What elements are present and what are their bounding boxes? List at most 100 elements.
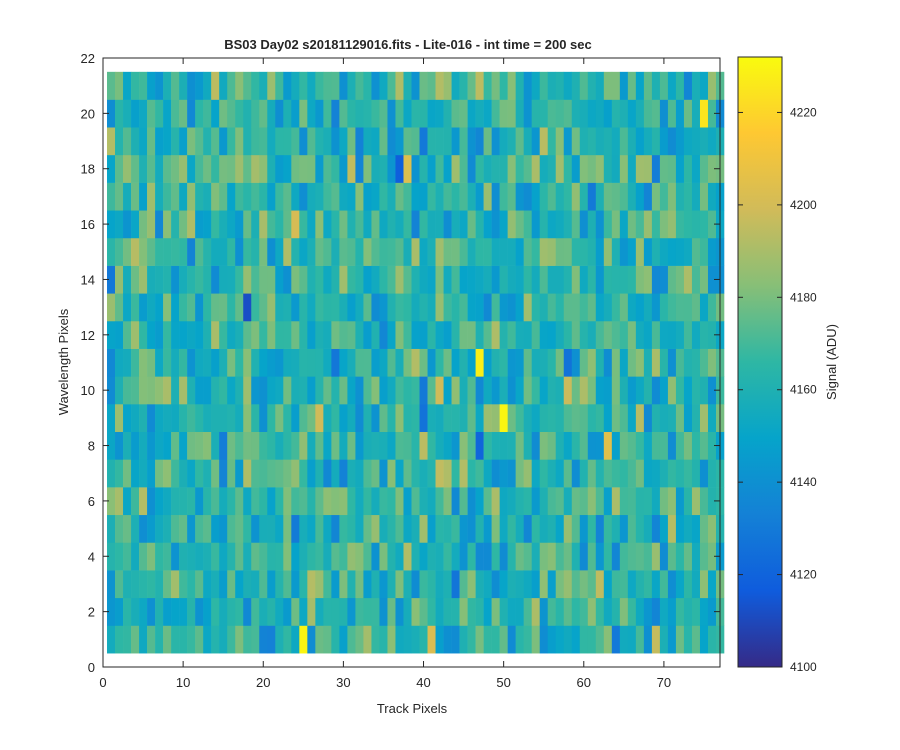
- heatmap-cell: [579, 570, 589, 599]
- heatmap-cell: [283, 320, 292, 349]
- heatmap-cell: [227, 376, 236, 405]
- heatmap-cell: [531, 293, 540, 322]
- heatmap-cell: [251, 487, 260, 516]
- heatmap-cell: [643, 570, 653, 599]
- heatmap-cell: [299, 597, 308, 626]
- heatmap-cell: [211, 320, 220, 349]
- heatmap-cell: [195, 348, 204, 377]
- heatmap-cell: [275, 376, 284, 405]
- heatmap-cell: [195, 265, 204, 294]
- colorbar-tick-label: 4120: [790, 568, 817, 582]
- heatmap-cell: [171, 237, 180, 266]
- heatmap-cell: [403, 431, 412, 460]
- heatmap-cell: [467, 99, 476, 128]
- heatmap-cell: [379, 570, 388, 599]
- heatmap-cell: [171, 376, 180, 405]
- heatmap-cell: [659, 514, 669, 543]
- heatmap-cell: [483, 265, 492, 294]
- heatmap-cell: [187, 237, 196, 266]
- heatmap-cell: [363, 320, 372, 349]
- heatmap-cell: [443, 71, 452, 100]
- heatmap-cell: [291, 625, 300, 654]
- heatmap-cell: [475, 376, 484, 405]
- heatmap-cell: [451, 625, 460, 654]
- heatmap-cell: [147, 570, 156, 599]
- heatmap-cell: [379, 320, 388, 349]
- heatmap-cell: [347, 431, 356, 460]
- heatmap-cell: [435, 625, 444, 654]
- heatmap-cell: [483, 431, 492, 460]
- heatmap-cell: [659, 320, 669, 349]
- heatmap-cell: [171, 404, 180, 432]
- heatmap-cell: [203, 154, 212, 183]
- heatmap-cell: [699, 182, 709, 211]
- heatmap-cell: [443, 210, 452, 239]
- heatmap-cell: [539, 459, 549, 488]
- heatmap-cell: [651, 99, 661, 128]
- heatmap-cell: [283, 127, 292, 156]
- heatmap-cell: [147, 625, 156, 654]
- heatmap-cell: [227, 293, 236, 322]
- heatmap-cell: [195, 404, 204, 432]
- heatmap-cell: [699, 71, 709, 100]
- heatmap-cell: [371, 99, 380, 128]
- heatmap-cell: [251, 265, 260, 294]
- heatmap-cell: [411, 182, 420, 211]
- heatmap-cell: [379, 182, 388, 211]
- heatmap-cell: [147, 348, 156, 377]
- heatmap-cell: [571, 348, 581, 377]
- heatmap-cell: [403, 625, 412, 654]
- heatmap-cell: [291, 182, 300, 211]
- heatmap-cell: [539, 570, 549, 599]
- heatmap-cell: [355, 348, 364, 377]
- heatmap-cell: [451, 376, 460, 405]
- heatmap-cell: [203, 487, 212, 516]
- heatmap-cell: [395, 99, 404, 128]
- heatmap-cell: [211, 265, 220, 294]
- heatmap-cell: [131, 542, 140, 571]
- heatmap-cell: [411, 487, 420, 516]
- heatmap-cell: [595, 293, 605, 322]
- heatmap-cell: [691, 431, 701, 460]
- heatmap-cell: [115, 376, 124, 405]
- heatmap-cell: [179, 376, 188, 405]
- heatmap-cell: [155, 182, 164, 211]
- heatmap-cell: [275, 348, 284, 377]
- heatmap-cell: [451, 265, 460, 294]
- heatmap-cell: [243, 376, 252, 405]
- heatmap-cell: [347, 570, 356, 599]
- heatmap-cell: [235, 625, 244, 654]
- heatmap-cell: [123, 404, 132, 432]
- heatmap-cell: [211, 182, 220, 211]
- heatmap-cell: [627, 127, 637, 156]
- heatmap-cell: [147, 320, 156, 349]
- heatmap-cell: [483, 514, 492, 543]
- heatmap-cell: [195, 487, 204, 516]
- heatmap-cell: [187, 210, 196, 239]
- heatmap-cell: [667, 348, 677, 377]
- heatmap-cell: [515, 459, 524, 488]
- heatmap-cell: [531, 182, 540, 211]
- heatmap-cell: [267, 210, 276, 239]
- heatmap-cell: [611, 154, 621, 183]
- heatmap-cell: [427, 348, 436, 377]
- heatmap-cell: [459, 597, 468, 626]
- heatmap-cell: [227, 459, 236, 488]
- heatmap-cell: [155, 210, 164, 239]
- heatmap-cell: [179, 570, 188, 599]
- heatmap-cell: [203, 265, 212, 294]
- heatmap-cell: [187, 542, 196, 571]
- heatmap-cell: [419, 154, 428, 183]
- heatmap-cell: [475, 237, 484, 266]
- heatmap-cell: [507, 431, 516, 460]
- heatmap-cell: [427, 210, 436, 239]
- heatmap-cell: [707, 99, 717, 128]
- heatmap-cell: [195, 625, 204, 654]
- heatmap-cell: [563, 348, 573, 377]
- heatmap-cell: [187, 570, 196, 599]
- heatmap-cell: [139, 154, 148, 183]
- heatmap-cell: [395, 127, 404, 156]
- heatmap-cell: [419, 514, 428, 543]
- heatmap-cell: [443, 127, 452, 156]
- heatmap-cell: [123, 99, 132, 128]
